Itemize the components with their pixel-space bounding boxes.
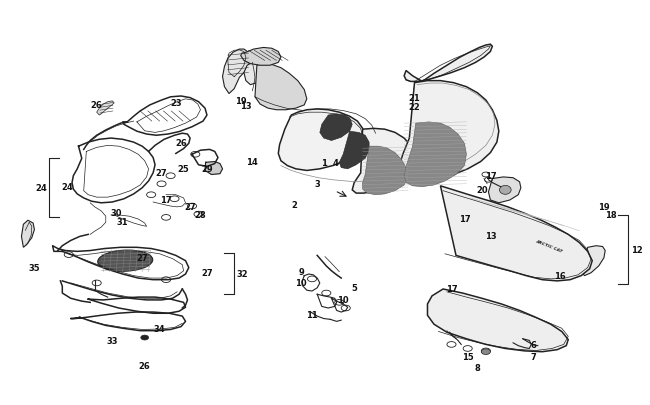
Polygon shape [21,221,34,248]
Text: 14: 14 [246,158,258,166]
Polygon shape [441,186,592,281]
Text: 26: 26 [91,100,103,109]
Text: 27: 27 [136,254,148,263]
Polygon shape [240,48,281,66]
Polygon shape [581,246,605,276]
Text: 26: 26 [139,362,151,371]
Ellipse shape [98,250,153,272]
Text: 7: 7 [531,352,537,361]
Text: 24: 24 [36,184,47,193]
Text: 9: 9 [298,267,304,276]
Text: 2: 2 [291,200,297,209]
Polygon shape [205,162,222,175]
Text: 4: 4 [332,158,338,167]
Polygon shape [363,147,408,195]
Polygon shape [400,81,499,181]
Polygon shape [222,50,250,94]
Text: 27: 27 [201,269,213,277]
Text: 5: 5 [351,284,357,292]
Text: 18: 18 [604,211,616,220]
Text: 15: 15 [462,352,474,361]
Text: 31: 31 [117,217,129,226]
Text: 34: 34 [154,324,165,333]
Text: 8: 8 [474,363,480,372]
Text: 33: 33 [107,336,118,345]
Polygon shape [339,132,369,169]
Polygon shape [320,115,352,141]
Text: ARCTIC CAT: ARCTIC CAT [535,239,563,253]
Text: 19: 19 [598,203,610,212]
Text: 30: 30 [111,208,122,217]
Text: 1: 1 [320,158,327,167]
Text: 12: 12 [631,245,643,254]
Text: 27: 27 [185,202,196,211]
Text: 6: 6 [531,340,537,349]
Ellipse shape [499,186,511,195]
Polygon shape [278,110,364,171]
Text: 21: 21 [409,94,421,103]
Polygon shape [488,177,521,203]
Text: 17: 17 [459,215,470,224]
Text: 17: 17 [161,196,172,205]
Polygon shape [352,129,415,194]
Text: 13: 13 [240,102,252,111]
Polygon shape [255,64,307,111]
Text: 16: 16 [554,271,566,280]
Text: 17: 17 [485,172,496,181]
Text: 26: 26 [175,138,187,147]
Polygon shape [244,62,265,85]
Text: 28: 28 [194,211,206,220]
Text: 10: 10 [295,278,307,287]
Polygon shape [404,45,492,82]
Circle shape [141,335,149,340]
Text: 35: 35 [29,263,40,273]
Text: 32: 32 [236,269,248,278]
Text: 17: 17 [446,285,458,294]
Circle shape [481,349,490,355]
Text: 27: 27 [156,169,167,178]
Text: 24: 24 [61,183,73,192]
Text: 20: 20 [476,185,488,194]
Text: 25: 25 [177,165,190,174]
Text: 22: 22 [409,103,421,112]
Text: 10: 10 [337,296,348,305]
Text: 23: 23 [170,99,181,108]
Polygon shape [428,289,568,352]
Text: 13: 13 [485,231,496,240]
Text: 11: 11 [306,310,318,319]
Polygon shape [97,102,114,116]
Text: 3: 3 [315,180,320,189]
Text: 19: 19 [235,97,246,106]
Polygon shape [404,123,467,187]
Text: 29: 29 [201,165,213,174]
